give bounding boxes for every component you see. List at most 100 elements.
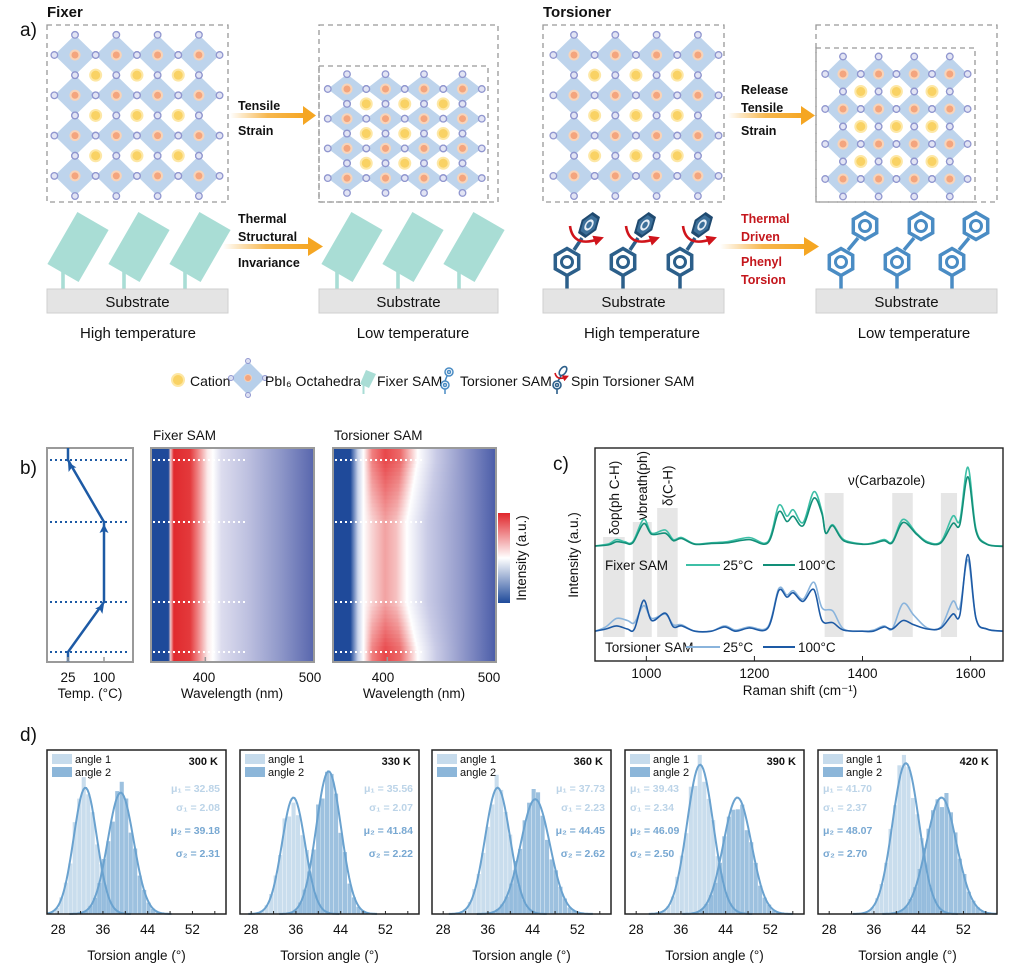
histogram-frame [239,749,420,915]
band-label-delta-op: δop(ph C-H) [607,461,622,535]
iodide-atom [420,129,428,138]
cation [130,68,144,82]
histogram-bar-angle-2 [540,815,545,914]
heatmap-row [333,451,496,457]
histogram-bar-angle-1 [278,855,283,914]
histogram-bar-angle-1 [928,888,933,914]
structural-label: Structural [238,230,297,244]
histogram-bar-angle-2 [504,896,509,914]
histogram-bar-angle-2 [146,902,151,914]
cation [359,97,373,111]
lead-atom [908,68,920,80]
histogram-bar-angle-1 [915,814,920,914]
histogram-bar-angle-2 [527,802,532,914]
iodide-atom [477,114,486,123]
heatmap-row [151,491,314,497]
lead-atom [651,170,663,182]
histogram-bar-angle-1 [50,911,55,914]
tensile-label-2: Strain [238,124,273,138]
heatmap-row [151,622,314,627]
heatmap-row [333,455,496,461]
histogram-bar-angle-1 [675,876,680,914]
lead-atom [418,142,430,154]
wavelength-tick-label: 400 [193,670,216,685]
raman-plot: 1000 1200 1400 1600 δop(ph C-H) νbreath(ph) δ(… [594,451,1004,681]
histogram-bar-angle-2 [110,821,115,914]
iodide-atom [590,171,599,180]
histogram-bar-angle-1 [81,777,86,914]
lattice-torsioner-high [549,30,723,200]
iodide-atom [458,129,467,138]
histogram-x-tick-label: 28 [629,922,644,937]
iodide-atom [945,192,954,201]
temperature-profile-line [66,448,106,662]
fixer-sam-molecule [108,212,170,289]
iodide-atom [420,99,428,108]
histogram-bar-angle-2 [726,816,731,914]
heatmap-row [151,650,314,655]
fit-statistic: σ₁ = 2.23 [561,802,605,814]
histogram-bar-angle-1 [919,838,924,914]
histogram-bar-angle-1 [499,789,504,914]
iodide-atom [91,51,100,59]
histogram-bar-angle-2 [722,836,727,914]
histogram-x-tick-label: 28 [244,922,259,937]
iodide-atom [693,30,702,39]
torsioner-title: Torsioner [543,4,611,21]
iodide-atom [91,131,100,140]
lead-atom [944,103,956,115]
iodide-atom [632,91,640,100]
histogram-bar-angle-2 [717,862,722,914]
substrate-label: Substrate [376,294,440,311]
lead-atom [69,49,81,61]
iodide-atom [477,174,486,183]
iodide-atom [400,144,409,153]
iodide-atom [693,192,702,200]
fit-statistic: μ₂ = 46.09 [630,825,679,837]
histogram-bar-angle-1 [472,889,477,914]
raman-x-axis-label: Raman shift (cm⁻¹) [743,683,857,698]
histogram-bar-angle-1 [679,855,684,914]
low-temperature-label: Low temperature [858,325,971,342]
gaussian-fit-angle-1 [853,762,958,915]
iodide-atom [323,144,332,153]
histogram-bar-angle-2 [151,908,156,914]
cation [629,108,643,122]
lead-atom [457,83,468,95]
high-temperature-label: High temperature [584,325,700,342]
legend-swatch-angle-1 [437,754,457,764]
gaussian-fit-angle-2 [882,796,998,915]
cation [925,120,939,133]
iodide-atom [874,52,883,61]
histogram-bar-angle-2 [128,832,133,914]
fixer-sam-molecule [169,212,231,289]
iodide-atom [910,122,919,131]
histogram-x-tick-label: 28 [436,922,451,937]
iodide-atom [821,140,830,148]
iodide-atom [381,70,390,79]
iodide-atom [400,114,409,123]
histogram-bar-angle-2 [922,848,927,914]
heatmap-row [333,574,496,580]
band-label-nu-breath: νbreath(ph) [635,451,650,520]
histogram-bar-angle-2 [553,870,558,914]
substrate-fixer-low: Substrate [318,288,499,314]
histogram-bar-angle-1 [729,905,734,914]
perovskite-lattices [50,30,972,201]
heatmap-row [333,622,496,627]
temp-tick-label: 25 [60,670,75,685]
substrate-label: Substrate [601,294,665,311]
lead-atom [380,83,391,95]
iodide-atom [362,85,371,93]
legend-torsioner-sam: Torsioner SAM [460,373,552,389]
fit-statistic: σ₂ = 2.22 [369,848,413,860]
release-tensile-label: Tensile [741,101,783,115]
legend-angle-1: angle 1 [75,754,111,766]
histogram-bar-angle-2 [935,799,940,914]
histogram-bar-angle-2 [926,828,931,914]
iodide-atom [839,122,847,131]
iodide-atom [323,114,332,123]
cation [854,120,868,133]
cation [436,127,450,141]
lattice-torsioner-low [821,52,972,201]
